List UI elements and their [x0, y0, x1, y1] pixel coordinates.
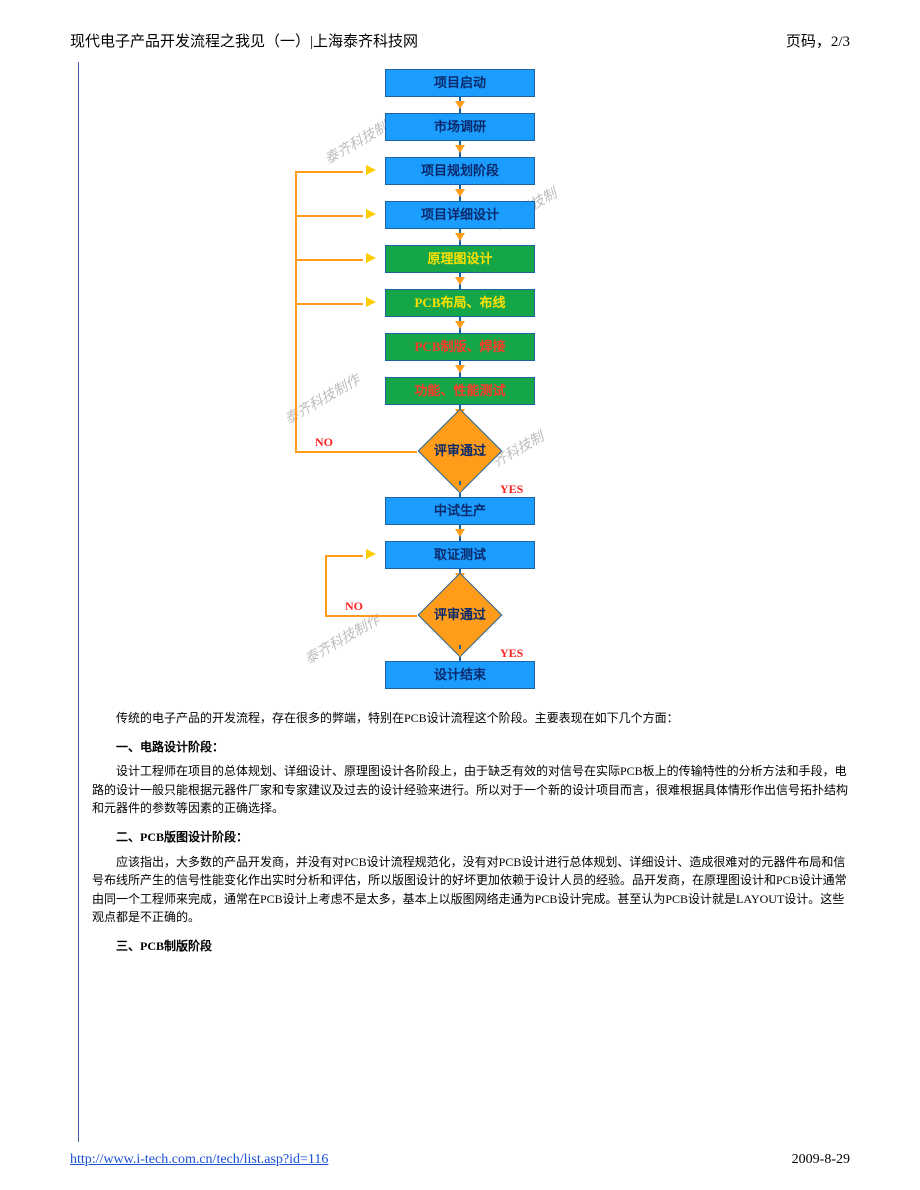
loop-arrow-in-icon: [366, 165, 381, 175]
feedback-edge: [325, 615, 417, 617]
flow-connector: [459, 645, 461, 661]
page-header: 现代电子产品开发流程之我见（一）|上海泰齐科技网 页码，2/3: [70, 30, 850, 51]
flow-connector: [459, 141, 461, 157]
flow-connector: [459, 317, 461, 333]
feedback-edge: [325, 555, 363, 557]
section-heading: 二、PCB版图设计阶段：: [92, 828, 850, 847]
flow-connector: [459, 525, 461, 541]
process-node: PCB布局、布线: [385, 289, 535, 317]
loop-arrow-in-icon: [366, 297, 381, 307]
page-number: 页码，2/3: [786, 30, 850, 51]
section-heading: 三、PCB制版阶段: [92, 937, 850, 956]
loop-arrow-in-icon: [366, 209, 381, 219]
process-node: 中试生产: [385, 497, 535, 525]
decision-no-label: NO: [315, 435, 333, 450]
intro-paragraph: 传统的电子产品的开发流程，存在很多的弊端，特别在PCB设计流程这个阶段。主要表现…: [92, 709, 850, 728]
flow-connector: [459, 361, 461, 377]
source-url-link[interactable]: http://www.i-tech.com.cn/tech/list.asp?i…: [70, 1152, 328, 1168]
decision-yes-label: YES: [500, 646, 523, 661]
decision-yes-label: YES: [500, 482, 523, 497]
process-node: 功能、性能测试: [385, 377, 535, 405]
feedback-edge: [295, 171, 363, 173]
process-node: 设计结束: [385, 661, 535, 689]
flow-connector: [459, 481, 461, 497]
process-node: 项目详细设计: [385, 201, 535, 229]
loop-arrow-in-icon: [366, 253, 381, 263]
section-heading: 一、电路设计阶段：: [92, 738, 850, 757]
doc-title: 现代电子产品开发流程之我见（一）|上海泰齐科技网: [70, 30, 418, 51]
feedback-edge: [295, 171, 297, 451]
flow-connector: [459, 185, 461, 201]
left-margin-rule: [78, 62, 79, 1142]
feedback-edge: [295, 215, 363, 217]
flow-connector: [459, 97, 461, 113]
flow-connector: [459, 273, 461, 289]
process-node: 取证测试: [385, 541, 535, 569]
process-node: 市场调研: [385, 113, 535, 141]
process-node: PCB制版、焊接: [385, 333, 535, 361]
footer-date: 2009-8-29: [792, 1152, 850, 1168]
feedback-edge: [295, 451, 417, 453]
process-node: 项目启动: [385, 69, 535, 97]
process-node: 原理图设计: [385, 245, 535, 273]
page-footer: http://www.i-tech.com.cn/tech/list.asp?i…: [70, 1152, 850, 1168]
feedback-edge: [295, 259, 363, 261]
loop-arrow-in-icon: [366, 549, 381, 559]
decision-no-label: NO: [345, 599, 363, 614]
article-body: 传统的电子产品的开发流程，存在很多的弊端，特别在PCB设计流程这个阶段。主要表现…: [92, 709, 850, 956]
watermark: 泰齐科技制作: [301, 609, 384, 668]
section-paragraph: 设计工程师在项目的总体规划、详细设计、原理图设计各阶段上，由于缺乏有效的对信号在…: [92, 762, 850, 818]
feedback-edge: [295, 303, 363, 305]
watermark: 泰齐科技制作: [281, 369, 364, 428]
feedback-edge: [325, 555, 327, 615]
process-node: 项目规划阶段: [385, 157, 535, 185]
section-paragraph: 应该指出，大多数的产品开发商，并没有对PCB设计流程规范化，没有对PCB设计进行…: [92, 853, 850, 927]
flow-connector: [459, 229, 461, 245]
flowchart: 泰齐科技制作泰齐科技制泰齐科技制作齐科技制泰齐科技制作项目启动市场调研项目规划阶…: [220, 69, 700, 689]
